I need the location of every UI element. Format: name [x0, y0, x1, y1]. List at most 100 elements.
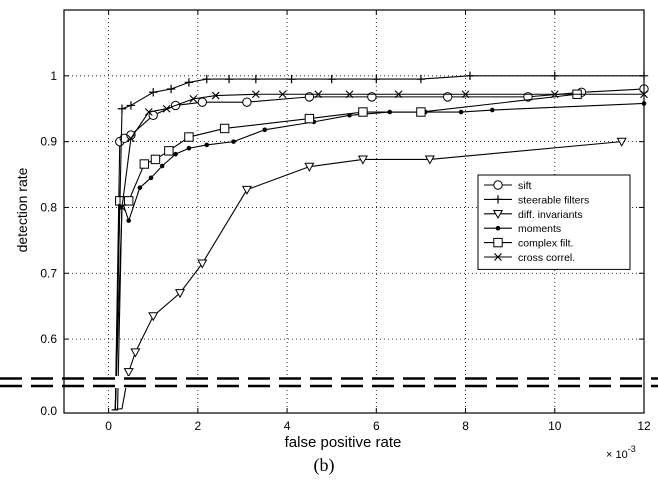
legend-entry: diff. invariants — [484, 209, 583, 221]
marker-square — [184, 132, 194, 142]
x-tick-label: 8 — [462, 419, 469, 433]
marker-dot — [159, 163, 165, 169]
legend-label: moments — [518, 223, 561, 235]
marker-dot — [186, 145, 192, 151]
marker-plus — [465, 71, 475, 81]
marker-x — [162, 104, 171, 113]
series-cross-correl- — [111, 90, 648, 411]
marker-circle — [148, 110, 158, 121]
marker-x — [550, 90, 559, 99]
marker-x — [278, 90, 287, 99]
legend-entry: cross correl. — [484, 252, 575, 264]
marker-square — [123, 196, 134, 206]
marker-plus — [416, 74, 426, 84]
marker-dot — [148, 175, 154, 181]
x-tick-label: 2 — [195, 419, 202, 433]
marker-dot — [231, 139, 236, 144]
y-axis-label: detection rate — [14, 167, 30, 252]
marker-circle — [197, 97, 208, 107]
x-tick-label: 0 — [105, 419, 112, 433]
marker-plus — [327, 74, 336, 84]
marker-dot — [490, 107, 495, 113]
marker-plus — [251, 74, 261, 84]
x-axis-label: false positive rate — [285, 434, 402, 451]
marker-plus — [184, 78, 194, 87]
marker-triangle — [241, 185, 252, 195]
marker-plus — [202, 74, 211, 84]
x-multiplier-label: × 10-3 — [606, 444, 636, 461]
marker-x — [251, 90, 260, 99]
marker-triangle — [123, 368, 134, 378]
marker-square — [139, 159, 150, 169]
marker-plus — [126, 101, 136, 110]
marker-square — [416, 107, 426, 117]
marker-plus — [372, 74, 381, 84]
marker-square — [150, 154, 161, 165]
marker-dot — [262, 127, 268, 133]
grid — [64, 10, 645, 413]
ticks: 0 2 4 6 8 10 12 0.6 0.7 0.8 0.9 1 0.0 — [40, 10, 651, 433]
marker-plus — [166, 84, 176, 94]
legend-entry: complex filt. — [484, 238, 573, 250]
marker-circle — [493, 180, 503, 190]
marker-triangle — [130, 348, 141, 358]
legend-entry: steerable filters — [484, 194, 589, 206]
legend-entry: sift — [484, 180, 532, 192]
series-layer — [111, 71, 649, 411]
marker-x — [127, 134, 135, 143]
y-tick-label: 0.9 — [40, 135, 57, 149]
marker-circle — [242, 97, 252, 107]
figure-caption: (b) — [314, 455, 335, 476]
legend-label: complex filt. — [518, 238, 573, 250]
y-tick-label: 1 — [50, 69, 57, 83]
x-tick-label: 4 — [284, 419, 291, 433]
axis-break — [0, 376, 658, 388]
marker-plus — [550, 71, 559, 81]
plot-border — [63, 9, 645, 414]
marker-x — [461, 90, 470, 99]
marker-dot — [204, 142, 210, 148]
legend-label: sift — [518, 180, 532, 192]
marker-plus — [224, 74, 234, 84]
legend: sift steerable filters diff. invariants mom… — [477, 174, 631, 270]
marker-triangle — [304, 162, 315, 172]
marker-x — [118, 203, 126, 212]
marker-square — [219, 123, 230, 134]
marker-x — [144, 108, 153, 116]
y-tick-label-break: 0.0 — [40, 404, 57, 418]
legend-label: diff. invariants — [518, 209, 583, 221]
marker-square — [304, 113, 315, 124]
marker-square — [358, 107, 368, 117]
marker-dot — [137, 185, 143, 191]
marker-square — [164, 146, 174, 156]
x-multiplier-base: × 10 — [606, 449, 628, 461]
marker-triangle — [174, 289, 186, 299]
marker-dot — [495, 225, 501, 231]
series-diff-invariants — [111, 137, 627, 411]
x-tick-label: 10 — [548, 419, 562, 433]
legend-entry: moments — [484, 223, 561, 235]
marker-triangle — [492, 209, 504, 220]
legend-box — [477, 174, 631, 270]
marker-triangle — [357, 155, 368, 165]
marker-x — [345, 90, 354, 99]
marker-square — [493, 237, 503, 248]
x-tick-label: 12 — [637, 419, 651, 433]
y-tick-label: 0.8 — [40, 200, 57, 214]
marker-plus — [287, 74, 296, 84]
marker-triangle — [424, 155, 435, 165]
series-steerable-filters — [111, 71, 649, 411]
marker-triangle — [197, 259, 208, 269]
plot-frame — [63, 9, 645, 414]
x-multiplier-exponent: -3 — [628, 444, 636, 454]
marker-plus — [493, 195, 503, 204]
marker-plus — [117, 104, 127, 113]
marker-x — [394, 90, 403, 99]
y-tick-label: 0.7 — [40, 266, 57, 280]
marker-dot — [126, 218, 131, 223]
series-line — [111, 93, 644, 411]
y-tick-label: 0.6 — [40, 332, 57, 346]
marker-x — [189, 94, 198, 103]
legend-label: cross correl. — [518, 252, 575, 264]
